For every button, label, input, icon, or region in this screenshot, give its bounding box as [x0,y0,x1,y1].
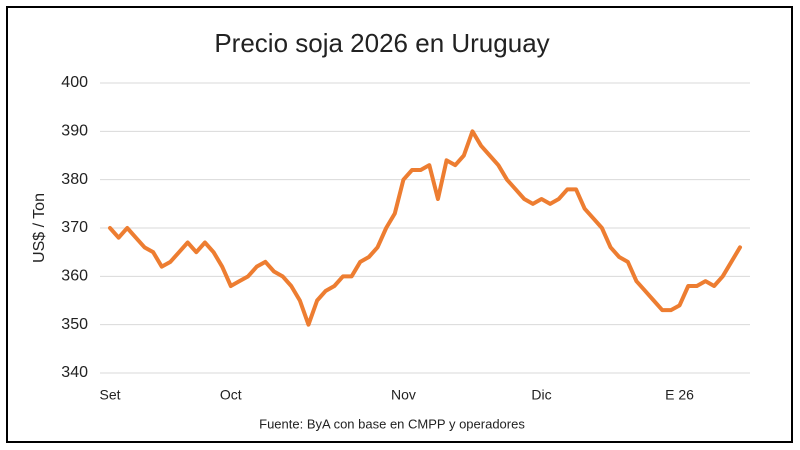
x-tick-label: Set [99,387,120,403]
y-tick-label: 350 [61,316,88,333]
chart-border [6,6,793,443]
chart-title: Precio soja 2026 en Uruguay [214,28,549,58]
y-tick-label: 360 [61,268,88,285]
y-axis-label: US$ / Ton [31,193,48,263]
x-tick-label: E 26 [665,387,694,403]
x-tick-label: Dic [531,387,551,403]
x-tick-label: Nov [391,387,416,403]
x-tick-label: Oct [220,387,242,403]
y-tick-label: 340 [61,364,88,381]
y-tick-label: 370 [61,219,88,236]
y-tick-label: 380 [61,171,88,188]
price-line [108,129,742,327]
y-tick-label: 400 [61,74,88,91]
y-tick-label: 390 [61,123,88,140]
source-note: Fuente: ByA con base en CMPP y operadore… [259,416,525,431]
